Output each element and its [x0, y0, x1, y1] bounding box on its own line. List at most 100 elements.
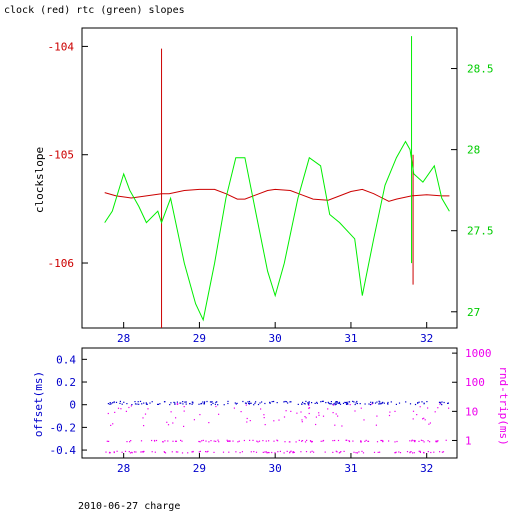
rtt-point — [420, 439, 422, 441]
rtt-point — [167, 424, 170, 426]
offset-point — [405, 401, 407, 403]
rtt-point — [290, 410, 292, 412]
rtt-point — [253, 451, 255, 453]
offset-point — [364, 403, 366, 405]
rtt-point — [267, 451, 269, 454]
bottom-y2-tick-label: 10 — [465, 405, 478, 418]
rtt-point — [311, 441, 313, 443]
offset-point — [180, 402, 182, 404]
offset-point — [441, 401, 443, 403]
offset-point — [353, 401, 355, 403]
rtt-point — [232, 440, 234, 442]
rtt-point — [334, 439, 336, 442]
rtt-point — [340, 451, 342, 453]
offset-point — [316, 402, 318, 404]
offset-point — [255, 401, 257, 403]
offset-point — [119, 400, 121, 402]
rtt-point — [412, 452, 414, 454]
rtt-point — [304, 441, 307, 443]
bottom-y-tick-label: -0.2 — [50, 421, 77, 434]
offset-point — [345, 402, 347, 404]
offset-point — [447, 402, 449, 404]
rtt-point — [128, 451, 130, 453]
offset-point — [204, 401, 206, 403]
rtc-line — [104, 140, 450, 322]
offset-point — [348, 401, 351, 403]
rtt-point — [199, 414, 201, 416]
rtt-point — [175, 440, 177, 442]
rtt-point — [277, 440, 279, 442]
rtt-point — [129, 441, 131, 443]
offset-point — [308, 401, 310, 403]
rtt-point — [128, 406, 130, 409]
rtt-point — [125, 410, 127, 412]
offset-point — [337, 402, 340, 404]
rtt-point — [193, 419, 195, 421]
rtt-point — [332, 412, 334, 414]
rtt-point — [310, 440, 312, 442]
rtt-point — [332, 404, 334, 406]
rtt-point — [187, 452, 189, 454]
offset-point — [383, 402, 385, 404]
rtt-point — [437, 440, 439, 442]
top-y2-tick-label: 28 — [467, 144, 480, 157]
rtt-point — [140, 451, 142, 453]
offset-point — [356, 400, 358, 403]
rtt-point — [362, 452, 365, 454]
top-plot-frame — [81, 27, 458, 329]
offset-point — [159, 403, 161, 405]
offset-point — [284, 400, 286, 403]
rtt-point — [410, 451, 412, 453]
rtt-point — [120, 408, 122, 410]
top-y2-tick-label: 27 — [467, 306, 480, 319]
top-x-tick-label: 30 — [269, 332, 282, 345]
rtt-point — [348, 440, 351, 443]
rtt-point — [153, 439, 156, 442]
rtt-point — [163, 451, 165, 453]
rtt-point — [164, 451, 166, 453]
rtt-point — [172, 422, 174, 424]
top-y-tick-label: -104 — [48, 40, 75, 53]
rtt-point — [283, 452, 285, 454]
rtt-point — [166, 421, 168, 423]
rtt-point — [409, 440, 411, 442]
offset-point — [223, 404, 225, 406]
offset-point — [250, 402, 252, 404]
offset-point — [173, 401, 175, 403]
bottom-y-tick-label: 0 — [69, 399, 76, 412]
rtt-point — [434, 411, 436, 413]
offset-point — [335, 403, 337, 405]
rtt-point — [435, 441, 437, 443]
rtt-point — [430, 451, 432, 454]
top-y2-tick-label: 28.5 — [467, 63, 494, 76]
rtt-point — [332, 440, 334, 442]
rtt-point — [164, 452, 167, 454]
offset-point — [134, 403, 137, 405]
rtt-point — [255, 451, 258, 453]
rtt-point — [117, 407, 120, 409]
rtt-point — [263, 417, 265, 419]
bottom-x-tick-label: 28 — [117, 462, 130, 475]
rtt-point — [422, 440, 424, 442]
rtt-point — [360, 440, 362, 442]
rtt-point — [262, 451, 264, 453]
offset-point — [347, 403, 349, 405]
rtt-point — [239, 452, 241, 454]
offset-point — [368, 403, 370, 405]
rtt-point — [349, 404, 351, 406]
offset-point — [307, 402, 309, 404]
rtt-point — [428, 423, 430, 425]
rtt-point — [343, 450, 345, 452]
rtt-point — [301, 421, 303, 423]
offset-point — [329, 403, 331, 405]
offset-point — [134, 401, 136, 403]
offset-point — [169, 404, 171, 406]
rtt-point — [228, 440, 230, 442]
rtt-point — [324, 451, 326, 453]
offset-point — [227, 402, 229, 405]
offset-point — [342, 402, 345, 404]
rtt-point — [388, 414, 391, 417]
rtt-point — [226, 439, 228, 441]
top-x-tick-label: 31 — [344, 332, 357, 345]
rtt-point — [284, 441, 286, 443]
